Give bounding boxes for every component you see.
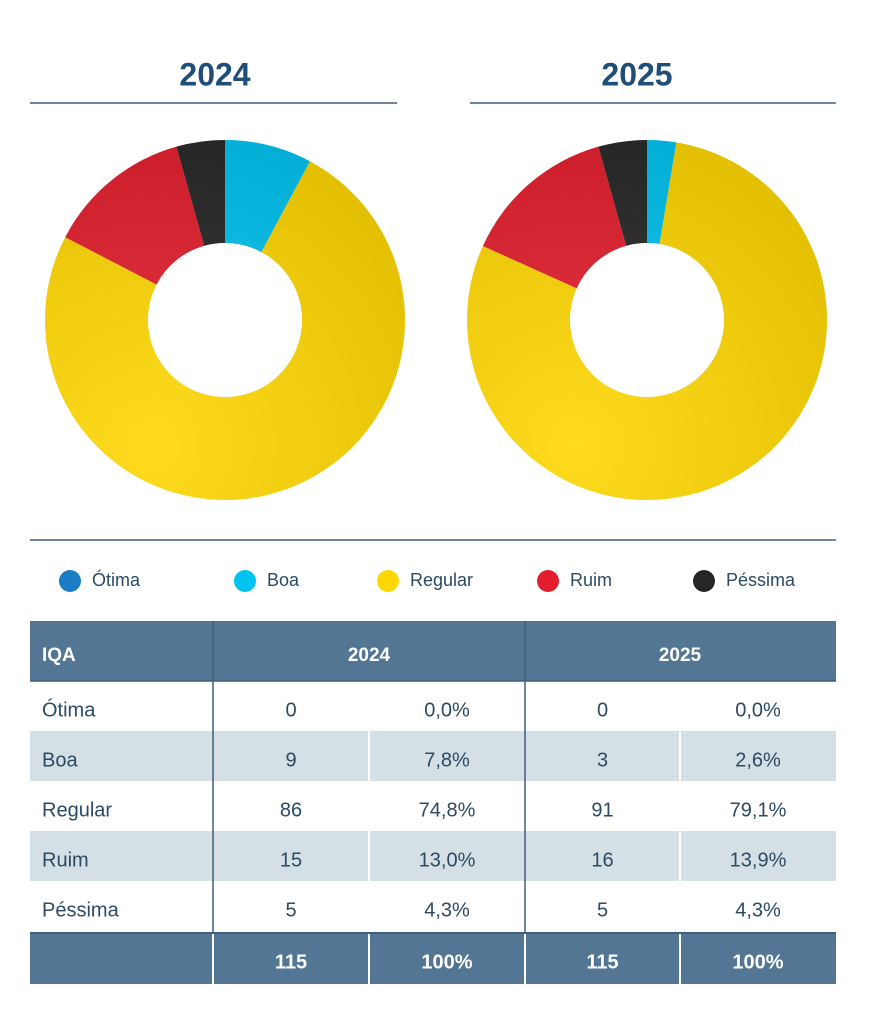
header-cell: IQA	[42, 645, 76, 666]
table-cell: Péssima	[42, 899, 120, 921]
legend-swatch	[234, 570, 256, 592]
row-band	[30, 831, 836, 881]
table-cell: 13,9%	[730, 849, 787, 871]
legend-label: Ruim	[570, 570, 612, 590]
table-cell: 0	[285, 699, 296, 721]
footer-cell: 115	[275, 951, 307, 973]
chart-title: 2025	[601, 56, 672, 92]
table-cell: 3	[597, 749, 608, 771]
table-cell: 91	[591, 799, 613, 821]
table-cell: 7,8%	[424, 749, 470, 771]
table-cell: 79,1%	[730, 799, 787, 821]
table-cell: Boa	[42, 749, 78, 771]
legend-swatch	[693, 570, 715, 592]
table-cell: 74,8%	[419, 799, 476, 821]
table-cell: Ótima	[42, 698, 96, 721]
legend-label: Boa	[267, 570, 300, 590]
table-cell: 16	[591, 849, 613, 871]
table-cell: 0,0%	[424, 699, 470, 721]
legend-swatch	[377, 570, 399, 592]
legend-swatch	[59, 570, 81, 592]
header-cell: 2025	[659, 645, 702, 666]
legend-label: Péssima	[726, 570, 796, 590]
table-header	[30, 621, 836, 681]
footer-cell: 100%	[732, 951, 783, 973]
table-cell: 5	[285, 899, 296, 921]
table-footer	[30, 933, 836, 984]
table-cell: 15	[280, 849, 302, 871]
legend-label: Regular	[410, 570, 473, 590]
table-cell: 86	[280, 799, 302, 821]
legend-label: Ótima	[92, 569, 141, 590]
table-cell: 4,3%	[424, 899, 470, 921]
table-cell: Ruim	[42, 849, 89, 871]
table-cell: 9	[285, 749, 296, 771]
legend-swatch	[537, 570, 559, 592]
table-cell: Regular	[42, 799, 112, 821]
header-cell: 2024	[348, 645, 391, 666]
row-band	[30, 731, 836, 781]
footer-cell: 115	[586, 951, 618, 973]
table-cell: 0,0%	[735, 699, 781, 721]
table-cell: 2,6%	[735, 749, 781, 771]
donut-hole	[570, 243, 724, 397]
table-cell: 5	[597, 899, 608, 921]
donut-hole	[148, 243, 302, 397]
footer-cell: 100%	[421, 951, 472, 973]
table-cell: 4,3%	[735, 899, 781, 921]
chart-title: 2024	[179, 56, 250, 92]
table-cell: 0	[597, 699, 608, 721]
table-cell: 13,0%	[419, 849, 476, 871]
